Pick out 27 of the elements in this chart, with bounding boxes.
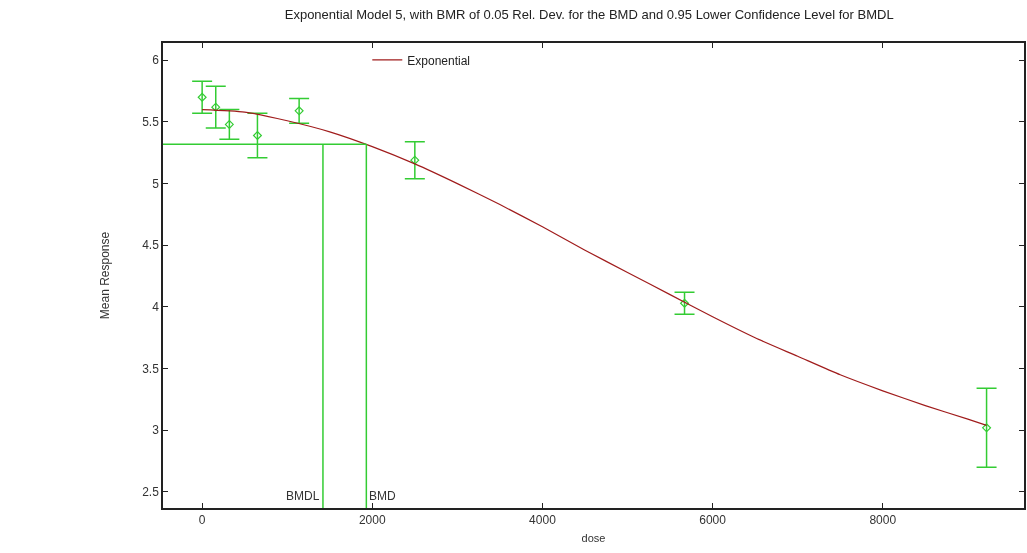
- point: [410, 155, 420, 165]
- ref-line-label: BMD: [369, 489, 396, 503]
- y-tick-label: 3.5: [142, 361, 160, 376]
- y-tick-label: 4.5: [142, 238, 160, 253]
- point: [982, 423, 992, 433]
- point: [252, 131, 262, 141]
- x-axis-title: dose: [581, 531, 606, 544]
- point: [294, 106, 304, 116]
- x-tick-label: 6000: [699, 513, 727, 528]
- y-tick-label: 3: [152, 423, 160, 438]
- x-tick-label: 2000: [358, 513, 386, 528]
- point: [224, 119, 234, 129]
- y-tick-label: 4: [152, 300, 160, 315]
- point: [211, 102, 221, 112]
- point: [197, 92, 207, 102]
- y-tick-label: 5.5: [142, 115, 160, 130]
- legend-label: Exponential: [407, 53, 471, 68]
- y-tick-label: 2.5: [142, 485, 160, 500]
- y-axis-title: Mean Response: [97, 231, 112, 320]
- point: [680, 298, 690, 308]
- x-tick-label: 4000: [529, 513, 557, 528]
- ref-line-label: BMDL: [286, 489, 320, 503]
- x-tick-label: 8000: [869, 513, 897, 528]
- x-tick-label: 0: [198, 513, 206, 528]
- chart-title: Exponential Model 5, with BMR of 0.05 Rel. Dev. for the BMD and 0.95 Lower Confidence Level for BMDL: [284, 7, 894, 23]
- y-tick-label: 6: [152, 53, 160, 68]
- y-tick-label: 5: [152, 176, 160, 191]
